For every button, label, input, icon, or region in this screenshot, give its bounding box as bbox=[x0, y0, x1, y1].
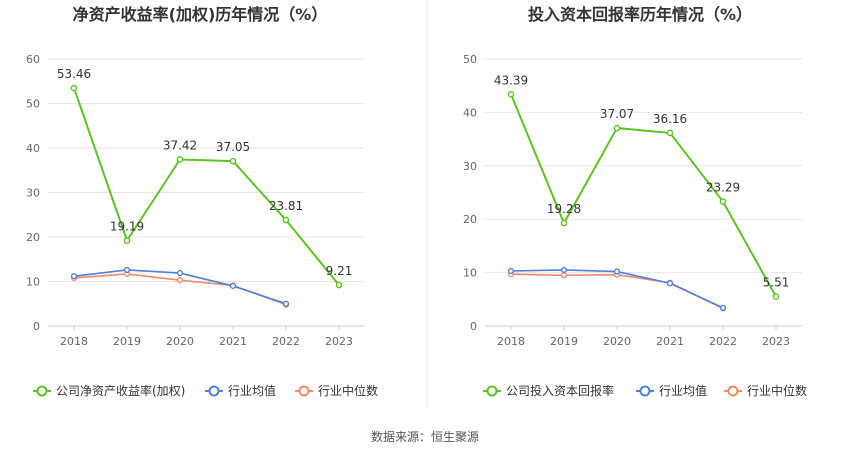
data-point bbox=[282, 300, 290, 307]
data-label: 23.81 bbox=[269, 199, 303, 213]
x-tick-label: 2023 bbox=[762, 335, 790, 348]
data-label: 53.46 bbox=[57, 67, 91, 81]
legend-marker bbox=[639, 385, 651, 397]
x-tick-label: 2021 bbox=[656, 335, 684, 348]
legend-label: 公司投入资本回报率 bbox=[506, 383, 614, 398]
legend-label: 行业中位数 bbox=[318, 383, 378, 398]
data-point bbox=[176, 277, 184, 284]
legend-label: 行业均值 bbox=[228, 383, 276, 398]
data-point bbox=[560, 219, 568, 227]
legend-marker bbox=[486, 385, 498, 397]
y-tick-label: 40 bbox=[463, 106, 477, 119]
y-tick-label: 0 bbox=[470, 320, 477, 333]
x-tick-label: 2022 bbox=[272, 335, 300, 348]
legend-label: 公司净资产收益率(加权) bbox=[56, 383, 185, 398]
data-label: 5.51 bbox=[763, 276, 790, 290]
data-point bbox=[229, 157, 237, 165]
data-point bbox=[772, 293, 780, 300]
data-point bbox=[560, 272, 568, 279]
y-tick-label: 60 bbox=[26, 53, 40, 66]
x-tick-label: 2021 bbox=[219, 335, 247, 348]
data-point bbox=[666, 129, 674, 137]
chart-title: 投入资本回报率历年情况（%） bbox=[528, 5, 752, 24]
panel-divider bbox=[427, 0, 428, 408]
data-label: 37.42 bbox=[163, 138, 197, 152]
x-tick-label: 2019 bbox=[550, 335, 578, 348]
y-tick-label: 50 bbox=[463, 53, 477, 66]
data-point bbox=[229, 282, 237, 290]
y-tick-label: 0 bbox=[33, 320, 40, 333]
data-point bbox=[507, 90, 515, 98]
data-label: 37.07 bbox=[600, 107, 634, 121]
y-tick-label: 40 bbox=[26, 142, 40, 155]
chart-title: 净资产收益率(加权)历年情况（%） bbox=[73, 5, 328, 24]
data-point bbox=[335, 281, 343, 289]
x-tick-label: 2022 bbox=[709, 335, 737, 348]
series-line bbox=[510, 93, 777, 298]
data-point bbox=[282, 216, 290, 224]
data-point bbox=[560, 266, 568, 274]
data-label: 19.28 bbox=[547, 202, 581, 216]
y-tick-label: 10 bbox=[463, 267, 477, 280]
legend-marker bbox=[208, 385, 220, 397]
series-line bbox=[510, 273, 724, 310]
legend-marker bbox=[727, 385, 739, 397]
x-tick-label: 2020 bbox=[603, 335, 631, 348]
data-source-note: 数据来源：恒生聚源 bbox=[370, 430, 479, 444]
data-point bbox=[176, 156, 184, 163]
data-point bbox=[123, 237, 131, 244]
data-point bbox=[507, 267, 515, 275]
data-point bbox=[719, 304, 727, 311]
data-label: 23.29 bbox=[706, 181, 740, 195]
data-point bbox=[613, 268, 621, 275]
data-point bbox=[666, 280, 674, 287]
x-tick-label: 2023 bbox=[325, 335, 353, 348]
data-label: 36.16 bbox=[653, 112, 687, 126]
data-label: 9.21 bbox=[326, 264, 353, 278]
x-tick-label: 2018 bbox=[497, 335, 525, 348]
data-point bbox=[719, 198, 727, 205]
y-tick-label: 20 bbox=[26, 231, 40, 244]
series-line bbox=[73, 87, 340, 286]
x-tick-label: 2019 bbox=[113, 335, 141, 348]
data-point bbox=[70, 273, 78, 280]
data-point bbox=[613, 124, 621, 132]
legend-label: 行业均值 bbox=[659, 383, 707, 398]
y-tick-label: 50 bbox=[26, 98, 40, 111]
legend-label: 行业中位数 bbox=[747, 383, 807, 398]
legend-marker bbox=[298, 385, 310, 397]
legend-marker bbox=[36, 385, 48, 397]
y-tick-label: 30 bbox=[26, 187, 40, 200]
x-tick-label: 2018 bbox=[60, 335, 88, 348]
data-label: 19.19 bbox=[110, 220, 144, 234]
data-label: 37.05 bbox=[216, 140, 250, 154]
data-label: 43.39 bbox=[494, 73, 528, 87]
y-tick-label: 30 bbox=[463, 160, 477, 173]
y-tick-label: 10 bbox=[26, 276, 40, 289]
data-point bbox=[176, 269, 184, 277]
data-point bbox=[70, 84, 78, 92]
y-tick-label: 20 bbox=[463, 213, 477, 226]
data-point bbox=[123, 266, 131, 274]
x-tick-label: 2020 bbox=[166, 335, 194, 348]
